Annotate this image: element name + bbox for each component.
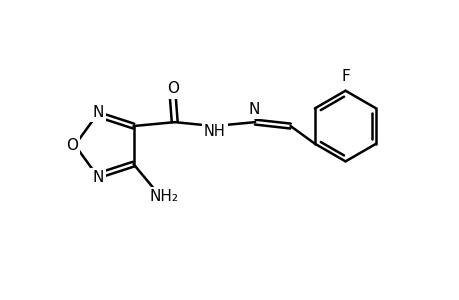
Text: N: N [92, 105, 104, 120]
Text: O: O [167, 81, 179, 96]
Text: NH₂: NH₂ [149, 189, 178, 204]
Text: N: N [248, 102, 259, 117]
Text: F: F [341, 70, 349, 85]
Text: O: O [66, 138, 78, 153]
Text: N: N [92, 170, 104, 185]
Text: NH: NH [204, 124, 225, 140]
